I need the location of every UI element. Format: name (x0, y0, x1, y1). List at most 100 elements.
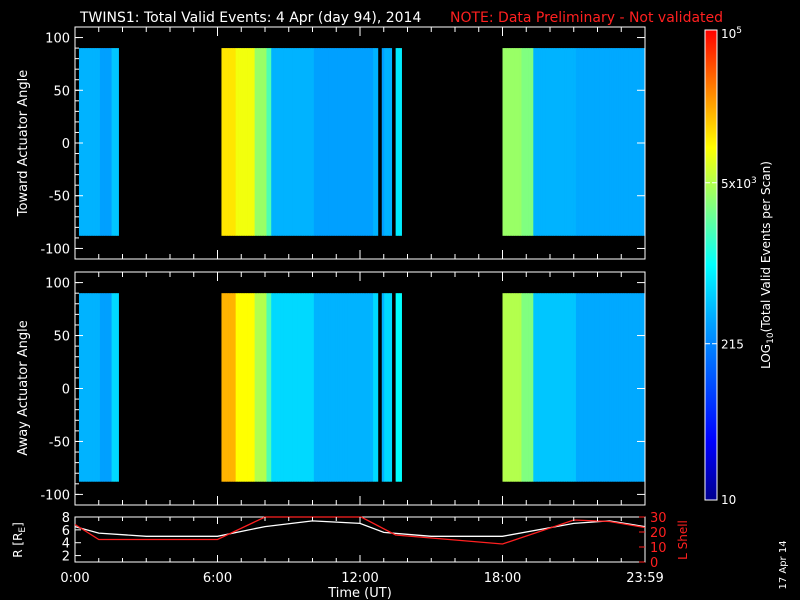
heatmap-cell (540, 48, 544, 236)
preliminary-note: NOTE: Data Preliminary - Not validated (450, 10, 723, 26)
heatmap-cell (568, 293, 572, 482)
heatmap-cell (339, 293, 343, 482)
heatmap-cell (549, 48, 553, 236)
heatmap-cell (233, 293, 237, 482)
heatmap-cell (397, 293, 400, 482)
colorbar-tick-label: 5x103 (721, 176, 757, 191)
heatmap-cell (386, 48, 390, 236)
heatmap-cell (561, 293, 565, 482)
heatmap-cell (559, 48, 563, 236)
heatmap-cell (625, 48, 629, 236)
heatmap-cell (554, 293, 558, 482)
left-y-tick-label: 4 (62, 537, 70, 552)
heatmap-cell (564, 48, 567, 236)
heatmap-cell (271, 48, 274, 236)
heatmap-cell (299, 293, 303, 482)
heatmap-cell (514, 293, 518, 482)
heatmap-cell (256, 48, 260, 236)
heatmap-cell (287, 293, 291, 482)
heatmap-cell (111, 293, 115, 482)
heatmap-cell (335, 48, 338, 236)
heatmap-cell (99, 48, 103, 236)
heatmap-cell (545, 293, 548, 482)
heatmap-cell (299, 48, 303, 236)
heatmap-cell (235, 48, 239, 236)
heatmap-cell (365, 48, 369, 236)
heatmap-cell (304, 293, 308, 482)
colorbar-ticks: 105 5x103 215 10 (705, 26, 757, 507)
heatmap-cell (630, 293, 634, 482)
heatmap-cell (238, 293, 241, 482)
y-tick-label: -50 (49, 435, 70, 450)
heatmap-cell (320, 293, 324, 482)
heatmap-cell (386, 293, 390, 482)
heatmap-cell (365, 293, 369, 482)
heatmap-cell (528, 293, 532, 482)
heatmap-cell (384, 48, 388, 236)
heatmap-cell (95, 48, 98, 236)
heatmap-cell (264, 293, 267, 482)
x-axis-label: Time (UT) (327, 586, 392, 600)
heatmap-cell (533, 293, 537, 482)
heatmap-cell (273, 48, 277, 236)
heatmap-cell (363, 48, 367, 236)
heatmap-cell (351, 48, 355, 236)
heatmap-cell (516, 293, 520, 482)
heatmap-cell (249, 48, 253, 236)
heatmap-cell (292, 48, 296, 236)
heatmap-cell (583, 48, 586, 236)
heatmap-cell (384, 293, 388, 482)
heatmap-cell (511, 293, 515, 482)
heatmap-cell (556, 293, 560, 482)
away-x-ticks (74, 272, 646, 505)
heatmap-cell (347, 293, 350, 482)
heatmap-cell (623, 48, 627, 236)
heatmap-cell (318, 293, 322, 482)
heatmap-cell (280, 48, 284, 236)
heatmap-cell (580, 48, 584, 236)
toward-y-ticks: 100 50 0 -50 -100 (40, 32, 645, 257)
heatmap-cell (566, 293, 570, 482)
heatmap-cell (604, 293, 608, 482)
left-y-tick-label: 8 (62, 511, 70, 526)
heatmap-cell (368, 48, 372, 236)
heatmap-cell (330, 293, 334, 482)
toward-heatmap-cells (78, 48, 646, 236)
heatmap-cell (294, 293, 298, 482)
heatmap-cell (549, 293, 553, 482)
heatmap-cell (590, 48, 593, 236)
heatmap-cell (611, 48, 615, 236)
heatmap-cell (226, 48, 229, 236)
heatmap-cell (309, 293, 312, 482)
heatmap-cell (620, 48, 624, 236)
heatmap-cell (354, 48, 357, 236)
heatmap-cell (266, 48, 270, 236)
heatmap-cell (354, 293, 357, 482)
heatmap-cell (259, 293, 263, 482)
heatmap-cell (521, 293, 525, 482)
heatmap-cell (583, 293, 586, 482)
heatmap-cell (242, 293, 246, 482)
heatmap-cell (611, 293, 615, 482)
heatmap-cell (561, 48, 565, 236)
heatmap-cell (609, 293, 612, 482)
heatmap-cell (358, 48, 362, 236)
y-tick-label: 100 (45, 32, 70, 47)
heatmap-cell (113, 293, 117, 482)
heatmap-cell (313, 48, 317, 236)
colorbar-tick-label: 10 (721, 493, 736, 507)
heatmap-cell (566, 48, 570, 236)
heatmap-cell (545, 48, 548, 236)
y-tick-label: 50 (53, 84, 70, 99)
x-tick-label: 12:00 (341, 571, 378, 586)
heatmap-cell (83, 293, 87, 482)
heatmap-cell (375, 293, 379, 482)
x-tick-label: 6:00 (203, 571, 232, 586)
heatmap-cell (585, 48, 589, 236)
heatmap-cell (530, 48, 534, 236)
colorbar-ramp (704, 29, 718, 501)
heatmap-cell (306, 293, 310, 482)
heatmap-cell (552, 48, 556, 236)
heatmap-cell (294, 48, 298, 236)
